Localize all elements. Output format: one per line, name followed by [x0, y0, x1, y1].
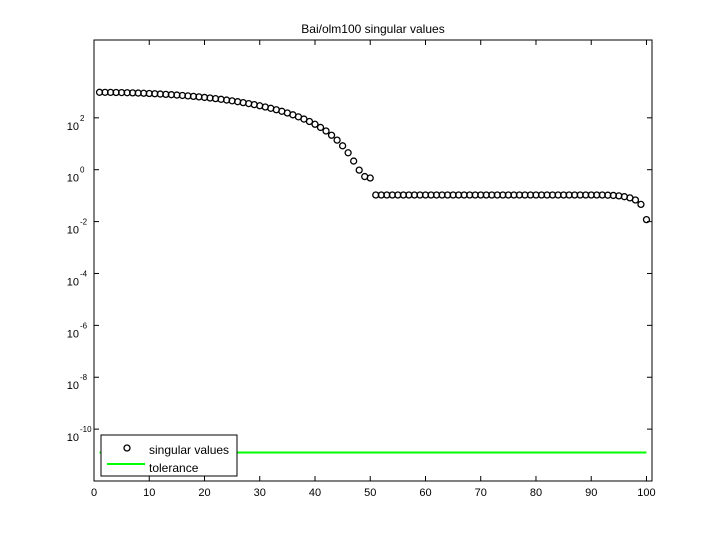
singular-value-point [338, 142, 347, 150]
singular-value-point [637, 200, 645, 209]
x-tick-label: 70 [475, 487, 487, 499]
y-tick-exponent: -2 [80, 218, 88, 227]
y-tick-label: 10 [67, 328, 79, 340]
x-tick-label: 0 [91, 487, 97, 499]
singular-value-point [350, 157, 358, 165]
y-tick-label: 10 [67, 225, 79, 237]
legend: singular values tolerance [100, 434, 238, 477]
legend-label-singular-values: singular values [149, 443, 229, 457]
x-tick-label: 100 [637, 487, 655, 499]
x-tick-label: 80 [530, 487, 542, 499]
singular-value-point [316, 123, 325, 132]
x-tick-label: 50 [364, 487, 376, 499]
chart-title: Bai/olm100 singular values [301, 22, 444, 36]
y-tick-label: 10 [67, 276, 79, 288]
singular-value-point [366, 174, 374, 182]
x-tick-label: 10 [143, 487, 155, 499]
y-tick-exponent: -4 [80, 269, 88, 278]
y-tick-exponent: -6 [80, 321, 88, 330]
singular-values-series [95, 88, 651, 224]
singular-value-point [631, 196, 640, 204]
x-tick-label: 30 [254, 487, 266, 499]
y-tick-label: 10 [67, 380, 79, 392]
y-tick-label: 10 [67, 121, 79, 133]
singular-value-point [333, 136, 341, 144]
singular-value-point [355, 166, 363, 174]
singular-value-point [327, 131, 336, 139]
y-tick-exponent: 2 [80, 114, 85, 123]
singular-value-point [642, 215, 651, 224]
x-axis: 0 10 20 30 40 50 60 70 80 90 100 [91, 40, 656, 499]
singular-value-point [322, 127, 330, 135]
y-tick-label: 10 [67, 432, 79, 444]
axes-box [93, 39, 653, 482]
x-tick-label: 90 [585, 487, 597, 499]
y-tick-label: 10 [67, 173, 79, 185]
singular-value-point [344, 149, 352, 157]
x-tick-label: 20 [198, 487, 210, 499]
legend-label-tolerance: tolerance [149, 461, 199, 475]
x-tick-label: 60 [419, 487, 431, 499]
legend-box [100, 434, 238, 477]
singular-value-point [311, 120, 319, 128]
y-tick-exponent: -8 [80, 373, 88, 382]
y-tick-exponent: -10 [80, 425, 92, 434]
plot-area: 0 10 20 30 40 50 60 70 80 90 100 10210010-210-410-… [67, 39, 656, 499]
y-tick-exponent: 0 [80, 166, 85, 175]
x-tick-label: 40 [309, 487, 321, 499]
legend-marker-circle [123, 444, 131, 452]
singular-value-point [305, 117, 314, 126]
